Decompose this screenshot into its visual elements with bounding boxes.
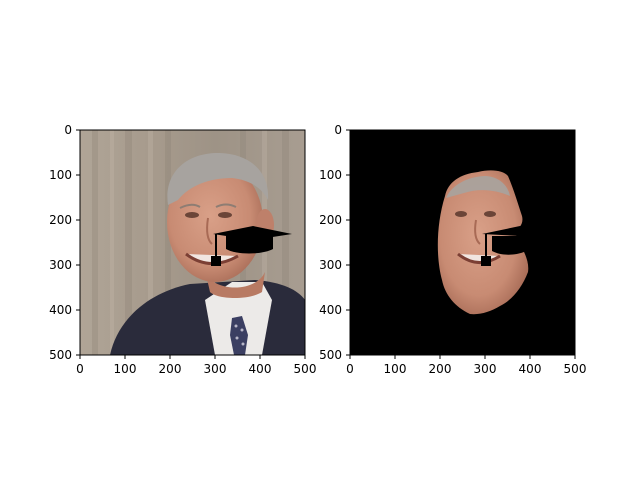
y-tick-label: 400 bbox=[49, 303, 72, 317]
left-y-ticks: 0 100 200 300 400 500 bbox=[49, 123, 80, 362]
x-tick-label: 100 bbox=[384, 362, 407, 376]
y-tick-label: 500 bbox=[319, 348, 342, 362]
left-image-panel bbox=[80, 130, 305, 355]
graduation-cap-icon bbox=[481, 226, 530, 266]
x-tick-label: 500 bbox=[294, 362, 317, 376]
x-tick-label: 100 bbox=[114, 362, 137, 376]
x-tick-label: 400 bbox=[249, 362, 272, 376]
x-tick-label: 400 bbox=[519, 362, 542, 376]
x-tick-label: 300 bbox=[204, 362, 227, 376]
y-tick-label: 200 bbox=[319, 213, 342, 227]
y-tick-label: 300 bbox=[319, 258, 342, 272]
x-tick-label: 200 bbox=[429, 362, 452, 376]
y-tick-label: 0 bbox=[64, 123, 72, 137]
x-tick-label: 200 bbox=[159, 362, 182, 376]
hair bbox=[167, 152, 269, 205]
left-x-ticks: 0 100 200 300 400 500 bbox=[76, 355, 316, 376]
graduation-cap-icon bbox=[211, 226, 292, 266]
y-tick-label: 100 bbox=[319, 168, 342, 182]
y-tick-label: 0 bbox=[334, 123, 342, 137]
tie-pattern bbox=[234, 324, 245, 346]
x-tick-label: 0 bbox=[346, 362, 354, 376]
right-axes-frame bbox=[349, 129, 576, 356]
segmented-face bbox=[437, 170, 529, 315]
y-tick-label: 200 bbox=[49, 213, 72, 227]
y-tick-label: 500 bbox=[49, 348, 72, 362]
y-tick-label: 300 bbox=[49, 258, 72, 272]
y-tick-label: 400 bbox=[319, 303, 342, 317]
x-tick-label: 0 bbox=[76, 362, 84, 376]
right-y-ticks: 0 100 200 300 400 500 bbox=[319, 123, 350, 362]
x-tick-label: 300 bbox=[474, 362, 497, 376]
right-image-panel bbox=[350, 130, 575, 355]
y-tick-label: 100 bbox=[49, 168, 72, 182]
right-x-ticks: 0 100 200 300 400 500 bbox=[346, 355, 586, 376]
left-axes-frame bbox=[79, 129, 306, 356]
x-tick-label: 500 bbox=[564, 362, 587, 376]
